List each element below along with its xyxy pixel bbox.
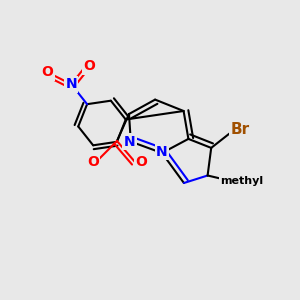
Text: N: N xyxy=(124,135,135,148)
Text: methyl: methyl xyxy=(220,176,263,187)
Text: N: N xyxy=(65,77,77,91)
Text: O: O xyxy=(41,65,53,79)
Text: O: O xyxy=(87,155,99,169)
Text: Br: Br xyxy=(230,122,249,137)
Text: N: N xyxy=(156,145,168,158)
Text: O: O xyxy=(135,155,147,169)
Text: O: O xyxy=(83,59,95,73)
